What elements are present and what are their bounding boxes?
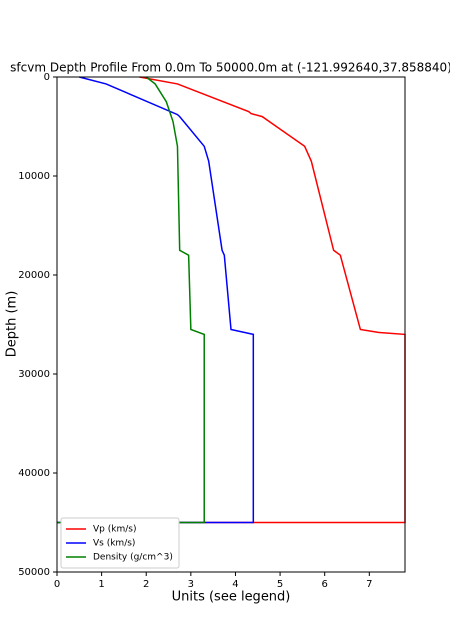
- y-tick-label: 30000: [18, 369, 50, 380]
- y-tick-label: 20000: [18, 270, 50, 281]
- legend-label: Vs (km/s): [93, 539, 135, 549]
- x-tick-label: 5: [277, 579, 283, 590]
- legend: Vp (km/s) Vs (km/s) Density (g/cm^3): [60, 517, 180, 569]
- x-tick-label: 7: [366, 579, 372, 590]
- x-tick-label: 4: [232, 579, 238, 590]
- series-line: [57, 76, 255, 524]
- y-tick-label: 0: [44, 72, 50, 83]
- y-tick-label: 10000: [18, 171, 50, 182]
- y-axis-label: Depth (m): [5, 291, 20, 358]
- legend-box: [60, 517, 180, 569]
- series-line: [57, 76, 205, 524]
- plot-frame: [56, 76, 406, 573]
- x-tick-label: 1: [98, 579, 104, 590]
- x-tick-label: 6: [322, 579, 328, 590]
- y-tick-label: 40000: [18, 468, 50, 479]
- y-tick-label: 50000: [18, 567, 50, 578]
- legend-label: Density (g/cm^3): [93, 553, 173, 563]
- x-tick-label: 0: [54, 579, 60, 590]
- legend-label: Vp (km/s): [93, 525, 136, 535]
- x-axis-label: Units (see legend): [172, 590, 291, 605]
- series-line: [57, 76, 406, 524]
- x-tick-label: 2: [143, 579, 149, 590]
- x-tick-label: 3: [188, 579, 194, 590]
- chart-title: sfcvm Depth Profile From 0.0m To 50000.0…: [10, 61, 450, 75]
